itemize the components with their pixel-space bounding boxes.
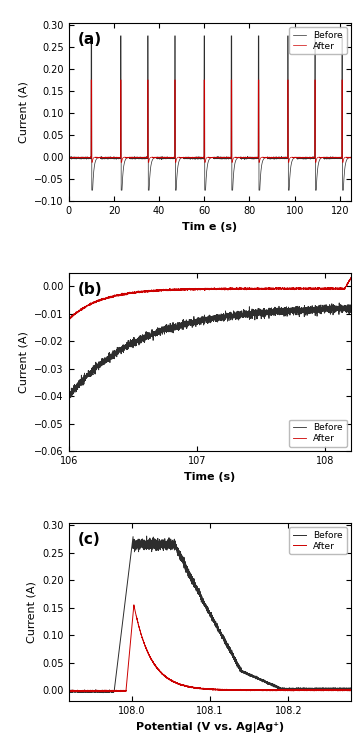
After xyxy=(89,75,93,84)
Before xyxy=(68,153,73,162)
After xyxy=(355,262,360,271)
Before xyxy=(349,684,353,693)
Before xyxy=(89,32,93,41)
After xyxy=(329,284,333,293)
X-axis label: Tim e (s): Tim e (s) xyxy=(182,222,237,231)
After xyxy=(101,295,106,304)
After xyxy=(334,686,338,695)
Before xyxy=(101,688,105,697)
Before xyxy=(327,307,332,316)
After xyxy=(349,153,353,162)
After xyxy=(281,686,285,695)
Before xyxy=(340,308,345,317)
Before xyxy=(337,299,341,308)
After xyxy=(89,158,94,167)
Line: Before: Before xyxy=(69,536,351,693)
Before xyxy=(177,322,182,331)
Before xyxy=(329,304,333,313)
After xyxy=(273,686,277,695)
X-axis label: Potential (V vs. Ag|Ag⁺): Potential (V vs. Ag|Ag⁺) xyxy=(136,722,284,733)
Line: After: After xyxy=(69,80,351,162)
Before xyxy=(67,391,71,400)
After xyxy=(177,285,182,294)
Before xyxy=(281,684,285,693)
After xyxy=(349,686,353,695)
After xyxy=(222,153,227,162)
Y-axis label: Current (A): Current (A) xyxy=(19,331,29,393)
Before xyxy=(67,686,71,695)
Before xyxy=(211,153,215,162)
Text: (b): (b) xyxy=(77,281,102,296)
Before xyxy=(163,542,167,551)
Before xyxy=(144,532,149,541)
Line: After: After xyxy=(69,266,358,320)
Before xyxy=(67,153,71,162)
Before xyxy=(247,309,252,318)
After xyxy=(67,315,71,324)
After xyxy=(118,687,122,696)
Before xyxy=(355,302,360,311)
After xyxy=(96,153,101,162)
Line: Before: Before xyxy=(69,36,351,190)
Line: Before: Before xyxy=(69,303,358,397)
Before xyxy=(222,153,227,162)
Text: (c): (c) xyxy=(77,532,100,547)
Before xyxy=(200,593,205,602)
Before xyxy=(68,393,73,402)
Before xyxy=(221,153,225,162)
Before xyxy=(273,681,277,690)
Before xyxy=(349,154,353,163)
After xyxy=(68,153,73,162)
After xyxy=(221,152,225,161)
After xyxy=(299,153,303,162)
Text: (a): (a) xyxy=(77,32,101,47)
Before xyxy=(96,153,101,162)
Before xyxy=(101,354,106,363)
Legend: Before, After: Before, After xyxy=(289,420,347,446)
Before xyxy=(89,185,94,195)
Legend: Before, After: Before, After xyxy=(289,27,347,54)
After xyxy=(211,153,215,162)
Before xyxy=(299,153,303,162)
Before xyxy=(337,685,341,694)
Legend: Before, After: Before, After xyxy=(289,527,347,554)
After xyxy=(355,262,360,271)
After xyxy=(67,153,71,162)
Y-axis label: Current (A): Current (A) xyxy=(19,81,29,143)
Before xyxy=(334,684,338,693)
After xyxy=(200,685,205,694)
After xyxy=(163,671,167,680)
Y-axis label: Current (A): Current (A) xyxy=(27,581,37,643)
After xyxy=(247,284,252,293)
After xyxy=(327,284,332,293)
After xyxy=(67,315,71,324)
After xyxy=(132,600,136,609)
After xyxy=(340,284,345,293)
Line: After: After xyxy=(69,605,351,691)
X-axis label: Time (s): Time (s) xyxy=(184,471,236,482)
After xyxy=(67,687,71,696)
After xyxy=(337,685,341,694)
